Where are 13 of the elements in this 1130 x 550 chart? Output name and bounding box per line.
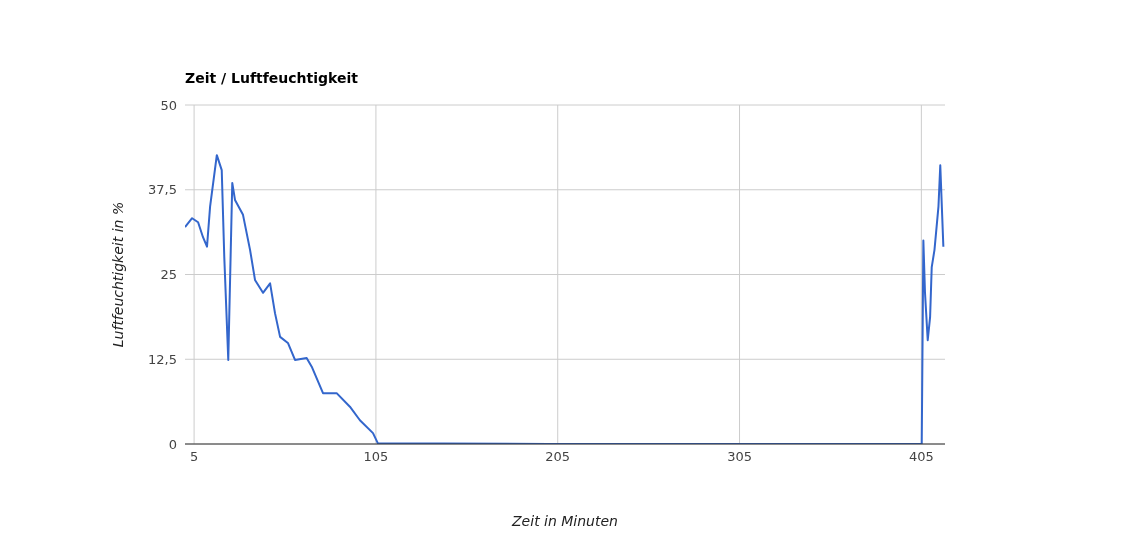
x-tick-label: 105 <box>363 449 389 465</box>
y-tick-label: 0 <box>168 436 177 452</box>
y-axis-title: Luftfeuchtigkeit in % <box>109 201 126 348</box>
y-tick-label: 25 <box>160 267 177 283</box>
x-axis-title: Zeit in Minuten <box>511 513 618 529</box>
x-tick-label: 205 <box>545 449 571 465</box>
x-tick-label: 405 <box>908 449 934 465</box>
chart-title: Zeit / Luftfeuchtigkeit <box>185 70 358 86</box>
y-tick-label: 12,5 <box>148 351 177 367</box>
x-tick-label: 305 <box>727 449 752 465</box>
x-tick-label: 5 <box>189 449 199 465</box>
y-tick-label: 50 <box>160 97 177 113</box>
y-tick-label: 37,5 <box>148 182 177 198</box>
